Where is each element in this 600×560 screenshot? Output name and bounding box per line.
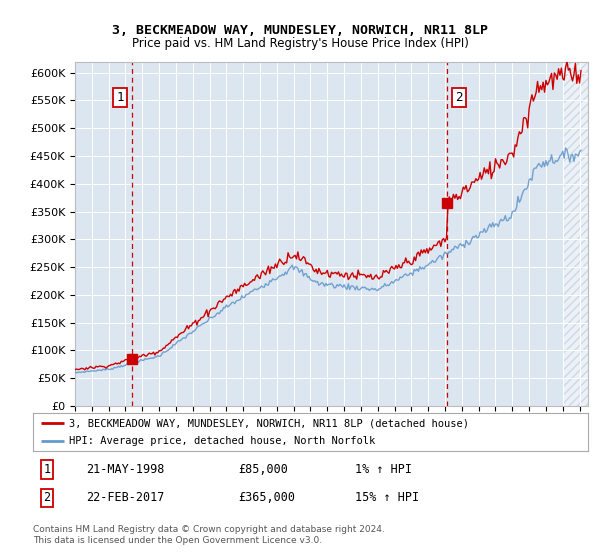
Text: 22-FEB-2017: 22-FEB-2017 xyxy=(86,491,164,504)
Text: 15% ↑ HPI: 15% ↑ HPI xyxy=(355,491,419,504)
Text: Contains HM Land Registry data © Crown copyright and database right 2024.
This d: Contains HM Land Registry data © Crown c… xyxy=(33,525,385,545)
Text: HPI: Average price, detached house, North Norfolk: HPI: Average price, detached house, Nort… xyxy=(69,436,376,446)
Text: £85,000: £85,000 xyxy=(238,463,288,476)
Text: 1: 1 xyxy=(116,91,124,104)
Text: Price paid vs. HM Land Registry's House Price Index (HPI): Price paid vs. HM Land Registry's House … xyxy=(131,37,469,50)
Text: 21-MAY-1998: 21-MAY-1998 xyxy=(86,463,164,476)
Text: 2: 2 xyxy=(455,91,463,104)
Text: 2: 2 xyxy=(43,491,50,504)
Text: 1: 1 xyxy=(43,463,50,476)
Text: 1% ↑ HPI: 1% ↑ HPI xyxy=(355,463,412,476)
Text: 3, BECKMEADOW WAY, MUNDESLEY, NORWICH, NR11 8LP: 3, BECKMEADOW WAY, MUNDESLEY, NORWICH, N… xyxy=(112,24,488,37)
Text: 3, BECKMEADOW WAY, MUNDESLEY, NORWICH, NR11 8LP (detached house): 3, BECKMEADOW WAY, MUNDESLEY, NORWICH, N… xyxy=(69,418,469,428)
Text: £365,000: £365,000 xyxy=(238,491,295,504)
Bar xyxy=(563,62,588,406)
